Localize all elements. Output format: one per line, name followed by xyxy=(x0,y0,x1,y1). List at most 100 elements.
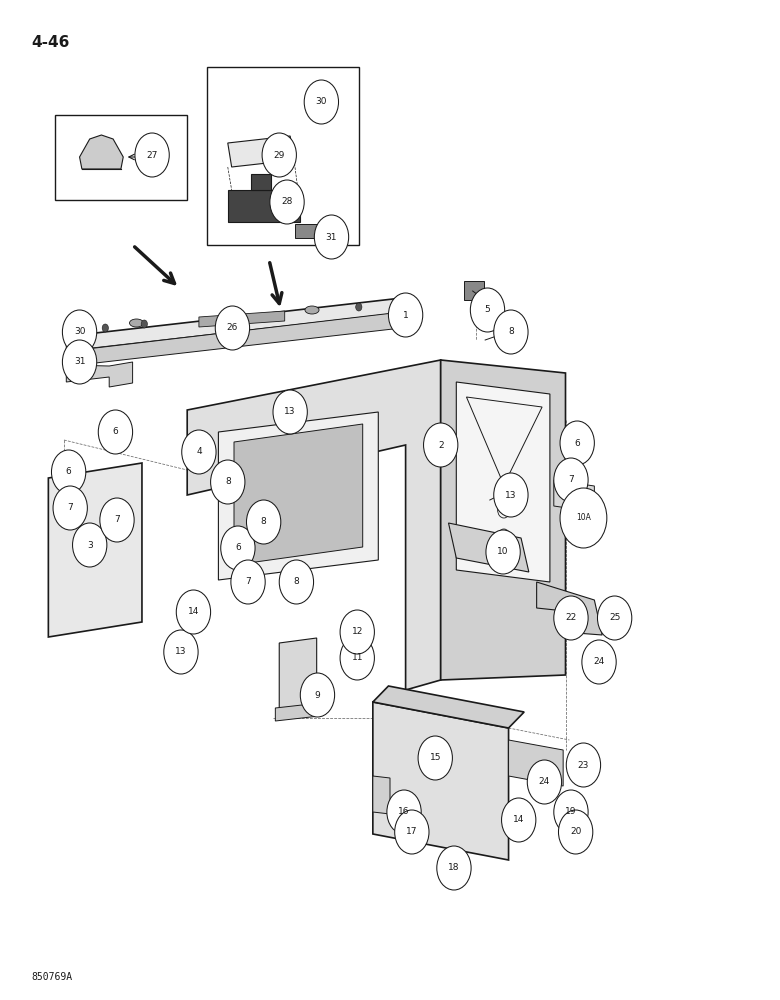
Polygon shape xyxy=(509,740,563,786)
Polygon shape xyxy=(275,703,320,721)
Text: 23: 23 xyxy=(578,760,589,770)
Text: 31: 31 xyxy=(74,358,85,366)
Text: 4-46: 4-46 xyxy=(31,35,69,50)
Circle shape xyxy=(418,736,452,780)
Circle shape xyxy=(141,320,147,328)
Circle shape xyxy=(300,673,335,717)
Circle shape xyxy=(231,560,265,604)
Text: 4: 4 xyxy=(196,448,202,456)
Circle shape xyxy=(502,798,536,842)
Circle shape xyxy=(100,498,134,542)
Circle shape xyxy=(388,293,423,337)
Circle shape xyxy=(340,610,374,654)
Polygon shape xyxy=(373,702,509,860)
Circle shape xyxy=(304,80,339,124)
Polygon shape xyxy=(456,382,550,582)
Text: 8: 8 xyxy=(293,578,300,586)
Text: 29: 29 xyxy=(274,150,285,159)
Polygon shape xyxy=(48,463,142,637)
Circle shape xyxy=(53,486,87,530)
Text: 13: 13 xyxy=(505,490,516,499)
Circle shape xyxy=(109,523,117,533)
Polygon shape xyxy=(66,335,78,368)
Polygon shape xyxy=(218,412,378,580)
Circle shape xyxy=(211,460,245,504)
Polygon shape xyxy=(554,480,594,512)
Text: 1: 1 xyxy=(402,310,409,320)
Polygon shape xyxy=(228,136,294,167)
Text: 6: 6 xyxy=(235,544,241,552)
Ellipse shape xyxy=(129,319,144,327)
Circle shape xyxy=(560,488,607,548)
Text: 22: 22 xyxy=(566,613,576,622)
Text: 5: 5 xyxy=(484,306,491,314)
Circle shape xyxy=(73,523,107,567)
Circle shape xyxy=(494,473,528,517)
Text: 10A: 10A xyxy=(576,514,591,522)
Circle shape xyxy=(62,310,97,354)
Text: 2: 2 xyxy=(438,440,444,450)
Polygon shape xyxy=(441,360,566,680)
Circle shape xyxy=(182,430,216,474)
Circle shape xyxy=(221,526,255,570)
Text: 31: 31 xyxy=(326,232,337,241)
Text: 6: 6 xyxy=(112,428,119,436)
Polygon shape xyxy=(187,360,441,690)
Text: 18: 18 xyxy=(448,863,459,872)
Text: 15: 15 xyxy=(430,754,441,762)
Circle shape xyxy=(51,450,86,494)
Text: 17: 17 xyxy=(406,828,417,836)
Text: 26: 26 xyxy=(227,324,238,332)
Circle shape xyxy=(279,560,314,604)
Circle shape xyxy=(597,596,632,640)
Circle shape xyxy=(554,596,588,640)
Text: 20: 20 xyxy=(570,828,581,836)
Text: 3: 3 xyxy=(87,540,93,550)
Polygon shape xyxy=(78,298,410,350)
Circle shape xyxy=(566,743,601,787)
Text: 7: 7 xyxy=(568,476,574,485)
Circle shape xyxy=(246,500,281,544)
Text: 10: 10 xyxy=(498,548,509,556)
Text: 12: 12 xyxy=(352,628,363,637)
Circle shape xyxy=(470,288,505,332)
Polygon shape xyxy=(80,135,123,169)
Circle shape xyxy=(273,390,307,434)
Text: 27: 27 xyxy=(147,150,158,159)
Polygon shape xyxy=(279,638,317,713)
Polygon shape xyxy=(537,582,602,635)
Bar xyxy=(295,224,318,238)
Text: 14: 14 xyxy=(188,607,199,616)
Circle shape xyxy=(494,310,528,354)
Circle shape xyxy=(314,215,349,259)
Circle shape xyxy=(387,790,421,834)
Polygon shape xyxy=(373,776,390,814)
Polygon shape xyxy=(187,440,212,466)
Ellipse shape xyxy=(219,312,233,320)
Circle shape xyxy=(424,423,458,467)
Text: 13: 13 xyxy=(176,648,186,656)
Bar xyxy=(228,190,300,222)
Circle shape xyxy=(176,590,211,634)
Text: 16: 16 xyxy=(399,808,410,816)
Circle shape xyxy=(437,846,471,890)
Text: 25: 25 xyxy=(609,613,620,622)
Text: 24: 24 xyxy=(594,658,604,666)
Circle shape xyxy=(164,630,198,674)
Bar xyxy=(464,281,484,300)
Polygon shape xyxy=(78,312,402,365)
Circle shape xyxy=(554,458,588,502)
Circle shape xyxy=(560,421,594,465)
Text: 14: 14 xyxy=(513,816,524,824)
Text: 850769A: 850769A xyxy=(31,972,73,982)
Circle shape xyxy=(527,760,562,804)
Text: 7: 7 xyxy=(67,504,73,512)
Circle shape xyxy=(98,410,133,454)
Text: 24: 24 xyxy=(539,778,550,786)
Text: 7: 7 xyxy=(114,516,120,524)
Text: 19: 19 xyxy=(566,808,576,816)
Circle shape xyxy=(135,133,169,177)
Circle shape xyxy=(554,790,588,834)
Polygon shape xyxy=(234,424,363,565)
Ellipse shape xyxy=(305,306,319,314)
